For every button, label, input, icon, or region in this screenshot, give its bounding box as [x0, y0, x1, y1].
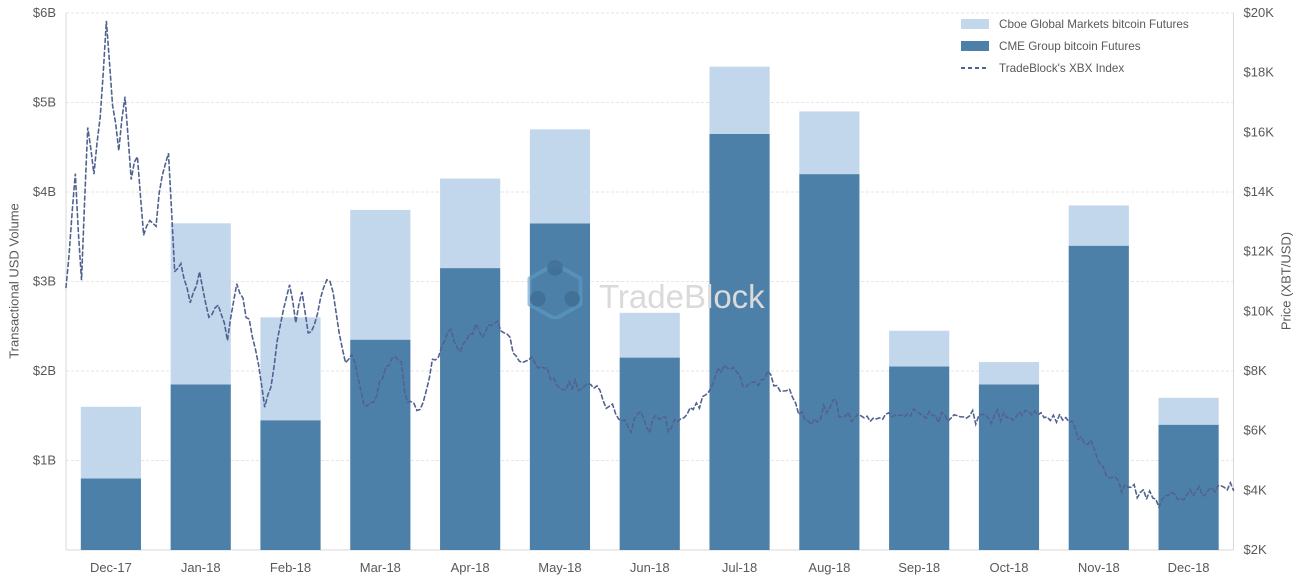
- svg-text:Mar-18: Mar-18: [360, 560, 401, 575]
- svg-text:$10K: $10K: [1244, 303, 1275, 318]
- svg-text:$1B: $1B: [33, 453, 56, 468]
- svg-text:Jun-18: Jun-18: [630, 560, 670, 575]
- svg-text:$12K: $12K: [1244, 244, 1275, 259]
- svg-text:Dec-17: Dec-17: [90, 560, 132, 575]
- svg-text:Jan-18: Jan-18: [181, 560, 221, 575]
- svg-text:$2K: $2K: [1244, 542, 1267, 557]
- svg-text:$5B: $5B: [33, 95, 56, 110]
- svg-text:Sep-18: Sep-18: [898, 560, 940, 575]
- svg-text:$20K: $20K: [1244, 5, 1275, 20]
- svg-text:$6K: $6K: [1244, 423, 1267, 438]
- svg-text:Jul-18: Jul-18: [722, 560, 757, 575]
- svg-text:Dec-18: Dec-18: [1168, 560, 1210, 575]
- svg-text:$2B: $2B: [33, 363, 56, 378]
- svg-text:May-18: May-18: [538, 560, 581, 575]
- svg-text:Aug-18: Aug-18: [808, 560, 850, 575]
- svg-text:$14K: $14K: [1244, 184, 1275, 199]
- svg-text:Nov-18: Nov-18: [1078, 560, 1120, 575]
- svg-text:$6B: $6B: [33, 5, 56, 20]
- svg-text:Feb-18: Feb-18: [270, 560, 311, 575]
- svg-text:Apr-18: Apr-18: [451, 560, 490, 575]
- svg-text:$4K: $4K: [1244, 482, 1267, 497]
- svg-text:Oct-18: Oct-18: [989, 560, 1028, 575]
- svg-text:$16K: $16K: [1244, 124, 1275, 139]
- svg-text:$4B: $4B: [33, 184, 56, 199]
- svg-text:$8K: $8K: [1244, 363, 1267, 378]
- svg-text:$18K: $18K: [1244, 65, 1275, 80]
- svg-text:$3B: $3B: [33, 274, 56, 289]
